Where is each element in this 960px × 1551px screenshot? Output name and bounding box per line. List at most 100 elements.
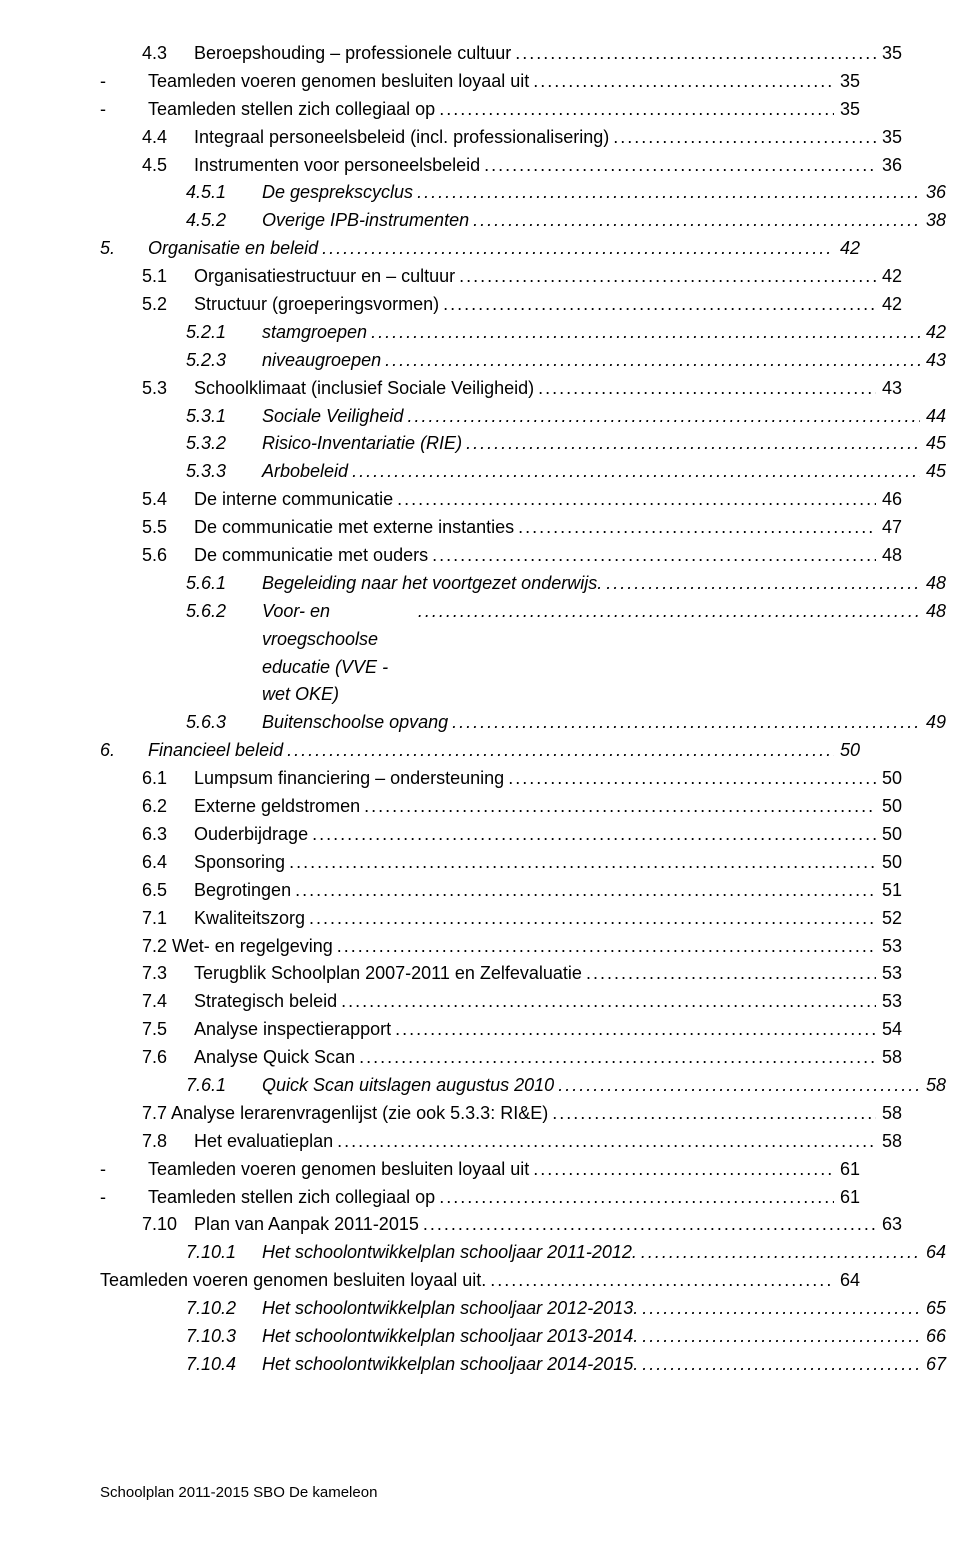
toc-entry: 5.6De communicatie met ouders48: [100, 542, 902, 570]
toc-leader: [295, 877, 876, 905]
toc-page-number: 48: [920, 570, 946, 598]
toc-number: 5.2.1: [186, 319, 262, 347]
toc-number: 5.3.1: [186, 403, 262, 431]
toc-page-number: 43: [876, 375, 902, 403]
toc-leader: [533, 1156, 834, 1184]
toc-title: Financieel beleid: [148, 737, 287, 765]
toc-number: 7.8: [142, 1128, 194, 1156]
toc-number: 5.: [100, 235, 148, 263]
toc-leader: [439, 96, 834, 124]
toc-title: Kwaliteitszorg: [194, 905, 309, 933]
toc-leader: [418, 598, 920, 626]
toc-title: Analyse inspectierapport: [194, 1016, 395, 1044]
toc-title: Teamleden voeren genomen besluiten loyaa…: [100, 1267, 490, 1295]
toc-number: 6.3: [142, 821, 194, 849]
toc-number: 5.4: [142, 486, 194, 514]
toc-leader: [452, 709, 920, 737]
toc-entry: 7.5Analyse inspectierapport54: [100, 1016, 902, 1044]
toc-leader: [538, 375, 876, 403]
toc-entry: 7.2 Wet- en regelgeving53: [100, 933, 902, 961]
toc-page-number: 53: [876, 988, 902, 1016]
toc-entry: 5.3.2Risico-Inventariatie (RIE)45: [100, 430, 946, 458]
toc-leader: [613, 124, 876, 152]
toc-number: 5.3.2: [186, 430, 262, 458]
toc-entry: 5.6.2Voor- en vroegschoolse educatie (VV…: [100, 598, 946, 710]
toc-entry: 5.Organisatie en beleid42: [100, 235, 860, 263]
toc-number: 5.5: [142, 514, 194, 542]
toc-leader: [423, 1211, 876, 1239]
toc-page-number: 42: [920, 319, 946, 347]
toc-entry: 7.10.1Het schoolontwikkelplan schooljaar…: [100, 1239, 946, 1267]
toc-page-number: 48: [920, 598, 946, 626]
toc-entry: 5.2Structuur (groeperingsvormen)42: [100, 291, 902, 319]
toc-title: De interne communicatie: [194, 486, 397, 514]
toc-leader: [371, 319, 920, 347]
toc-number: 4.4: [142, 124, 194, 152]
toc-number: 5.6.3: [186, 709, 262, 737]
toc-leader: [586, 960, 876, 988]
toc-page-number: 58: [876, 1128, 902, 1156]
toc-number: 7.4: [142, 988, 194, 1016]
toc-title: Het schoolontwikkelplan schooljaar 2011-…: [262, 1239, 641, 1267]
toc-page-number: 50: [876, 765, 902, 793]
toc-leader: [508, 765, 876, 793]
toc-page-number: 51: [876, 877, 902, 905]
toc-leader: [309, 905, 876, 933]
toc-page-number: 58: [920, 1072, 946, 1100]
toc-title: Sponsoring: [194, 849, 289, 877]
toc-number: 7.10: [142, 1211, 194, 1239]
toc-leader: [385, 347, 920, 375]
toc-page-number: 65: [920, 1295, 946, 1323]
toc-entry: 6.5Begrotingen51: [100, 877, 902, 905]
toc-number: 6.1: [142, 765, 194, 793]
toc-number: 7.5: [142, 1016, 194, 1044]
toc-entry: 5.1Organisatiestructuur en – cultuur42: [100, 263, 902, 291]
toc-entry: 7.7 Analyse lerarenvragenlijst (zie ook …: [100, 1100, 902, 1128]
toc-entry: 6.3Ouderbijdrage50: [100, 821, 902, 849]
toc-entry: 4.5.2Overige IPB-instrumenten38: [100, 207, 946, 235]
toc-leader: [352, 458, 920, 486]
toc-title: Risico-Inventariatie (RIE): [262, 430, 466, 458]
toc-number: 4.5.2: [186, 207, 262, 235]
toc-entry: 4.5Instrumenten voor personeelsbeleid36: [100, 152, 902, 180]
toc-leader: [337, 1128, 876, 1156]
toc-title: Externe geldstromen: [194, 793, 364, 821]
toc-number: 7.1: [142, 905, 194, 933]
toc-entry: 4.5.1De gesprekscyclus36: [100, 179, 946, 207]
toc-page-number: 35: [876, 124, 902, 152]
toc-title: Organisatie en beleid: [148, 235, 322, 263]
toc-title: niveaugroepen: [262, 347, 385, 375]
toc-page-number: 64: [834, 1267, 860, 1295]
toc-leader: [473, 207, 920, 235]
toc-title: Overige IPB-instrumenten: [262, 207, 473, 235]
toc-leader: [515, 40, 876, 68]
toc-page-number: 47: [876, 514, 902, 542]
toc-page-number: 35: [876, 40, 902, 68]
toc-leader: [289, 849, 876, 877]
toc-number: 6.2: [142, 793, 194, 821]
toc-entry: 5.5De communicatie met externe instantie…: [100, 514, 902, 542]
toc-title: De communicatie met externe instanties: [194, 514, 518, 542]
toc-entry: 6.Financieel beleid50: [100, 737, 860, 765]
toc-title: Arbobeleid: [262, 458, 352, 486]
toc-page-number: 42: [876, 263, 902, 291]
toc-entry: 5.3Schoolklimaat (inclusief Sociale Veil…: [100, 375, 902, 403]
toc-leader: [642, 1295, 920, 1323]
toc-title: Organisatiestructuur en – cultuur: [194, 263, 459, 291]
toc-entry: 7.8Het evaluatieplan58: [100, 1128, 902, 1156]
toc-title: Het schoolontwikkelplan schooljaar 2014-…: [262, 1351, 642, 1379]
toc-number: 4.3: [142, 40, 194, 68]
toc-entry: 7.10Plan van Aanpak 2011-201563: [100, 1211, 902, 1239]
toc-entry: 7.6.1Quick Scan uitslagen augustus 20105…: [100, 1072, 946, 1100]
toc-leader: [341, 988, 876, 1016]
toc-title: 7.2 Wet- en regelgeving: [142, 933, 337, 961]
toc-leader: [443, 291, 876, 319]
toc-title: Het schoolontwikkelplan schooljaar 2012-…: [262, 1295, 642, 1323]
toc-number: 5.6.2: [186, 598, 262, 626]
toc-title: Integraal personeelsbeleid (incl. profes…: [194, 124, 613, 152]
toc-page-number: 63: [876, 1211, 902, 1239]
toc-title: Teamleden stellen zich collegiaal op: [148, 96, 439, 124]
toc-page-number: 61: [834, 1184, 860, 1212]
toc-title: Sociale Veiligheid: [262, 403, 407, 431]
toc-leader: [518, 514, 876, 542]
